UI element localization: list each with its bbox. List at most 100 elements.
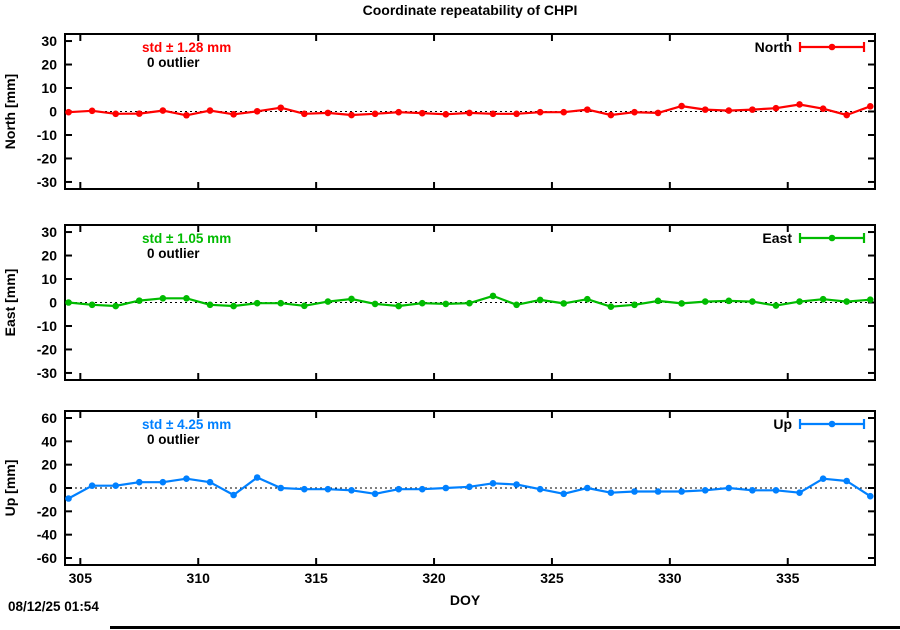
up-ytick-label: 20 [41, 457, 57, 473]
up-data-point [866, 492, 874, 500]
east-data-point [866, 296, 874, 303]
east-data-point [584, 295, 591, 303]
north-data-point [654, 109, 662, 117]
north-data-point [749, 106, 756, 113]
north-ytick-label: -10 [37, 127, 57, 143]
east-ytick-label: 0 [49, 295, 57, 311]
bottom-divider [110, 626, 900, 629]
up-data-point [584, 484, 591, 492]
east-data-point [230, 302, 237, 310]
north-data-point [112, 110, 119, 118]
east-ytick-label: -30 [37, 365, 57, 381]
north-data-point [183, 111, 190, 119]
up-data-point [65, 495, 72, 502]
north-data-point [159, 107, 167, 114]
up-data-point [253, 474, 261, 481]
up-data-point [324, 485, 332, 493]
east-ytick-label: -10 [37, 318, 57, 334]
north-legend-label: North [755, 39, 792, 55]
east-data-point [65, 299, 72, 306]
north-data-point [65, 108, 72, 116]
up-data-point [631, 488, 638, 495]
north-data-point [253, 107, 261, 115]
north-data-point [277, 104, 285, 112]
chart-title: Coordinate repeatability of CHPI [362, 2, 578, 18]
north-data-point [819, 105, 827, 112]
up-data-point [654, 488, 662, 495]
up-data-point [206, 478, 214, 486]
east-data-point [112, 302, 119, 310]
x-axis-tick-label: 310 [187, 570, 211, 586]
up-data-point [348, 487, 355, 494]
east-legend-label: East [762, 230, 792, 246]
north-data-point [301, 110, 308, 118]
north-data-point [631, 108, 638, 116]
east-ytick-label: 30 [41, 224, 57, 240]
plot-timestamp: 08/12/25 01:54 [8, 599, 99, 614]
east-data-point [348, 295, 355, 303]
up-data-point [560, 490, 568, 498]
north-data-point [135, 110, 143, 117]
up-ytick-label: -20 [37, 503, 57, 519]
east-data-point [135, 297, 143, 304]
up-data-point [725, 484, 733, 492]
east-ytick-label: -20 [37, 341, 57, 357]
up-data-point [678, 488, 685, 495]
x-axis-label: DOY [449, 592, 481, 608]
east-data-point [725, 297, 733, 305]
north-std-label: std ± 1.28 mm [142, 40, 231, 55]
x-axis-tick-label: 305 [69, 570, 93, 586]
north-data-point [466, 109, 473, 117]
east-data-point [678, 300, 685, 307]
up-data-point [88, 482, 96, 489]
east-data-point [371, 300, 379, 308]
x-axis-tick-label: 330 [658, 570, 682, 586]
east-data-point [183, 294, 190, 302]
up-data-point [418, 485, 426, 493]
east-data-point [159, 294, 167, 302]
north-data-point [772, 104, 780, 112]
north-data-point [701, 106, 709, 113]
east-data-point [749, 298, 756, 305]
up-data-point [183, 475, 190, 482]
north-ytick-label: -20 [37, 150, 57, 166]
east-data-point [253, 299, 261, 307]
up-ytick-label: 60 [41, 410, 57, 426]
east-data-point [88, 301, 96, 309]
up-std-label: std ± 4.25 mm [142, 417, 231, 432]
up-data-point [159, 478, 167, 486]
north-data-point [536, 108, 544, 116]
east-ytick-label: 20 [41, 248, 57, 264]
up-data-point [513, 481, 520, 488]
x-axis-tick-label: 325 [540, 570, 564, 586]
up-data-point [277, 484, 285, 492]
north-ytick-label: 0 [49, 104, 57, 120]
east-data-point [489, 292, 497, 300]
up-data-point [819, 475, 827, 482]
east-ytick-label: 10 [41, 271, 57, 287]
east-data-point [466, 299, 473, 307]
north-data-point [560, 108, 568, 116]
up-ytick-label: 40 [41, 433, 57, 449]
east-data-point [324, 298, 332, 305]
up-ytick-label: -40 [37, 527, 57, 543]
north-data-point [88, 107, 96, 115]
up-data-point [442, 484, 450, 492]
up-data-point [843, 477, 851, 485]
north-data-point [418, 109, 426, 117]
east-data-point [654, 297, 662, 305]
north-data-point [513, 110, 520, 118]
north-data-point [678, 102, 685, 110]
east-data-point [607, 303, 615, 311]
up-data-point [371, 490, 379, 498]
up-legend-sample-marker [828, 420, 836, 428]
north-data-point [230, 111, 237, 118]
up-outlier-label: 0 outlier [147, 432, 200, 447]
north-outlier-label: 0 outlier [147, 55, 200, 70]
north-y-axis-label: North [mm] [2, 74, 18, 149]
east-data-point [206, 301, 214, 309]
east-y-axis-label: East [mm] [2, 269, 18, 337]
up-data-point [466, 483, 473, 491]
north-data-point [843, 111, 851, 119]
